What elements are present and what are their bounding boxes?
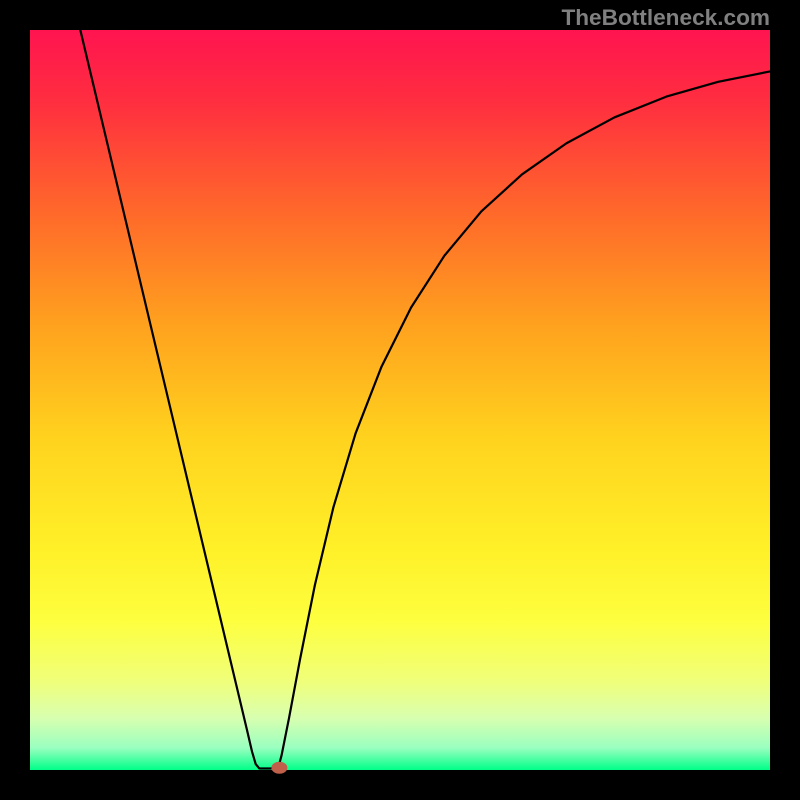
watermark-text: TheBottleneck.com: [561, 5, 770, 31]
plot-background: [30, 30, 770, 770]
bottleneck-chart: TheBottleneck.com: [0, 0, 800, 800]
plot-svg: [0, 0, 800, 800]
optimum-marker: [271, 762, 287, 774]
